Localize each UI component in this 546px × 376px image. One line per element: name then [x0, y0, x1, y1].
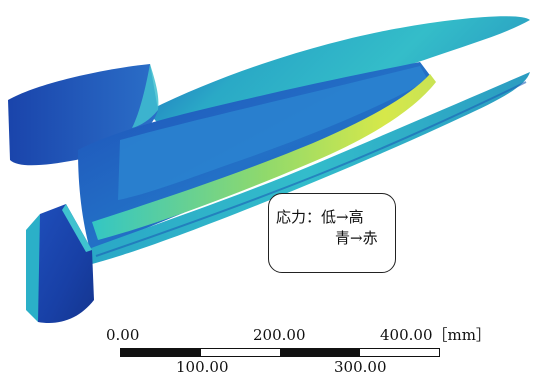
scale-label-200: 200.00	[253, 326, 306, 344]
high-stress-band	[92, 74, 436, 240]
scale-label-0: 0.00	[106, 326, 140, 344]
scale-segment-1	[121, 349, 201, 356]
scale-label-400-mm: 400.00［mm］	[380, 326, 491, 344]
legend-blue-red: 青→赤	[335, 229, 378, 247]
scale-segment-3	[280, 349, 360, 356]
scale-segment-2	[200, 349, 280, 356]
stress-legend: 応力：低→高 青→赤	[268, 193, 396, 273]
scale-label-100: 100.00	[176, 358, 229, 376]
scale-label-300: 300.00	[334, 358, 387, 376]
legend-stress-low-high: 応力：低→高	[276, 208, 364, 226]
scale-segment-4	[359, 349, 439, 356]
lower-blade	[86, 72, 530, 264]
scale-bar	[120, 348, 440, 357]
